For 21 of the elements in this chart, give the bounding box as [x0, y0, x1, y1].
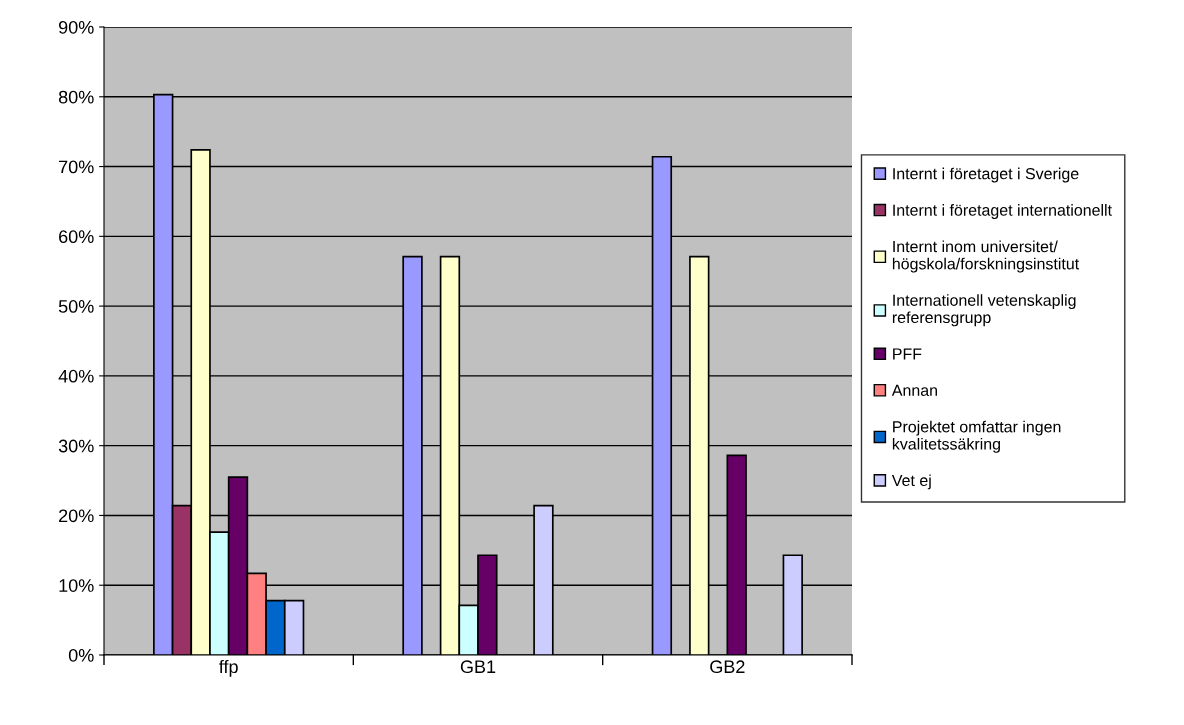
y-tick-label: 60%	[59, 230, 94, 244]
legend-label: PFF	[893, 348, 922, 360]
y-tick-label: 20%	[59, 509, 94, 523]
y-tick-label: 0%	[68, 648, 94, 662]
y-tick-label: 80%	[58, 90, 94, 104]
legend-label: Vet ej	[891, 474, 931, 490]
x-tick-label: GB1	[460, 660, 496, 674]
legend-label: Internationell vetenskaplig referensgrupp	[892, 294, 1076, 327]
y-tick-label: 30%	[58, 439, 94, 453]
legend-label: Annan	[891, 384, 937, 397]
legend-label: Internt i företaget i Sverige	[893, 167, 1079, 183]
y-tick-label: 90%	[58, 20, 94, 34]
x-tick-label: GB2	[710, 660, 745, 674]
x-tick-label: ffp	[219, 659, 238, 677]
y-tick-label: 10%	[59, 579, 94, 592]
y-tick-label: 50%	[58, 300, 94, 313]
y-tick-label: 40%	[58, 369, 94, 383]
legend-label: Internt inom universitet/ högskola/forskningsinstitut	[892, 240, 1080, 273]
legend-label: Internt i företaget internationellt	[893, 204, 1112, 219]
legend-label: Projektet omfattar ingen kvalitetssäkring	[892, 420, 1061, 453]
y-tick-label: 70%	[59, 160, 94, 174]
